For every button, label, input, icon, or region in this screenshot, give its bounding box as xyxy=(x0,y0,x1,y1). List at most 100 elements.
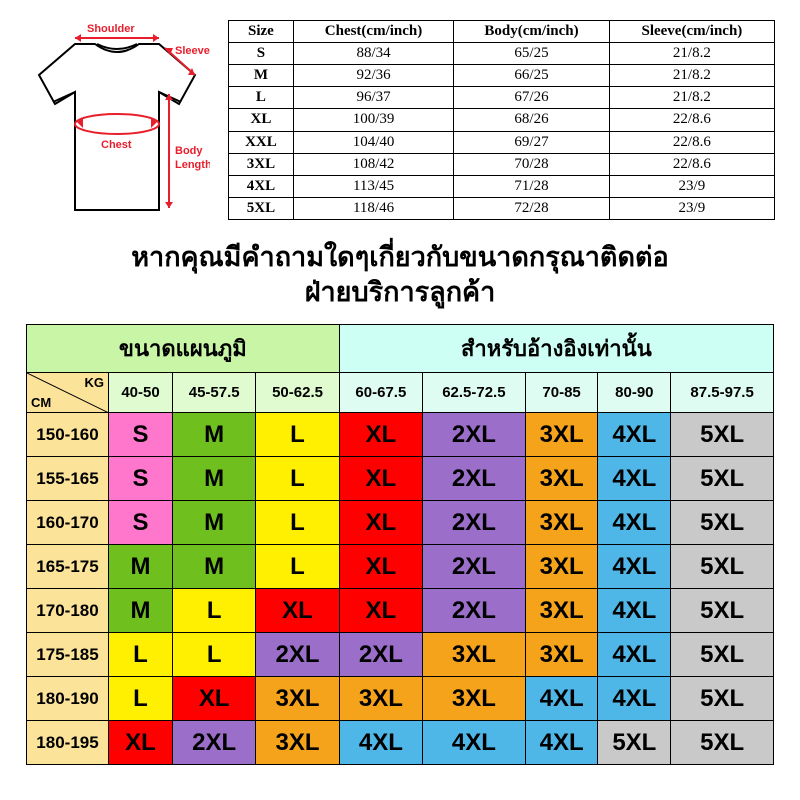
rec-cell: 2XL xyxy=(339,633,422,677)
rec-cell: 5XL xyxy=(671,721,774,765)
size-col-header: Size xyxy=(229,21,294,43)
rec-cell: XL xyxy=(109,721,173,765)
rec-cell: 5XL xyxy=(671,677,774,721)
rec-cell: S xyxy=(109,413,173,457)
rec-cell: XL xyxy=(256,589,339,633)
sleeve-label: Sleeve xyxy=(175,45,210,57)
size-cell: 118/46 xyxy=(293,197,453,219)
cm-row-header: 150-160 xyxy=(27,413,109,457)
rec-cell: 4XL xyxy=(598,633,671,677)
size-cell: 68/26 xyxy=(454,109,610,131)
rec-cell: 2XL xyxy=(423,589,526,633)
rec-cell: 5XL xyxy=(671,589,774,633)
rec-cell: L xyxy=(256,457,339,501)
kg-header: 45-57.5 xyxy=(173,373,256,413)
size-cell: 5XL xyxy=(229,197,294,219)
headline-line2: ฝ่ายบริการลูกค้า xyxy=(30,275,770,310)
rec-cell: XL xyxy=(339,589,422,633)
rec-cell: 3XL xyxy=(525,589,598,633)
size-cell: 71/28 xyxy=(454,175,610,197)
rec-cell: 3XL xyxy=(423,677,526,721)
size-cell: 23/9 xyxy=(609,175,774,197)
rec-cell: M xyxy=(173,457,256,501)
rec-cell: 2XL xyxy=(423,457,526,501)
svg-text:Length: Length xyxy=(175,159,210,171)
cm-row-header: 155-165 xyxy=(27,457,109,501)
rec-cell: 5XL xyxy=(671,501,774,545)
size-cell: 21/8.2 xyxy=(609,65,774,87)
size-cell: 88/34 xyxy=(293,43,453,65)
size-cell: 22/8.6 xyxy=(609,153,774,175)
cm-row-header: 180-190 xyxy=(27,677,109,721)
size-cell: 100/39 xyxy=(293,109,453,131)
rec-cell: 2XL xyxy=(173,721,256,765)
size-col-header: Chest(cm/inch) xyxy=(293,21,453,43)
rec-cell: L xyxy=(256,545,339,589)
kg-header: 40-50 xyxy=(109,373,173,413)
cm-row-header: 165-175 xyxy=(27,545,109,589)
size-cell: 92/36 xyxy=(293,65,453,87)
tshirt-measure-diagram: Shoulder Sleeve Chest Body Length xyxy=(25,20,210,220)
size-cell: 4XL xyxy=(229,175,294,197)
size-cell: 21/8.2 xyxy=(609,43,774,65)
rec-cell: 5XL xyxy=(671,633,774,677)
rec-cell: 4XL xyxy=(598,457,671,501)
headline-line1: หากคุณมีคำถามใดๆเกี่ยวกับขนาดกรุณาติดต่อ xyxy=(30,240,770,275)
cm-row-header: 175-185 xyxy=(27,633,109,677)
rec-cell: XL xyxy=(339,545,422,589)
size-measurement-table: SizeChest(cm/inch)Body(cm/inch)Sleeve(cm… xyxy=(228,20,775,220)
kg-header: 80-90 xyxy=(598,373,671,413)
rec-cell: 2XL xyxy=(256,633,339,677)
kg-header: 50-62.5 xyxy=(256,373,339,413)
group-header-ref: สำหรับอ้างอิงเท่านั้น xyxy=(339,325,773,373)
size-cell: 108/42 xyxy=(293,153,453,175)
size-cell: 3XL xyxy=(229,153,294,175)
cm-row-header: 170-180 xyxy=(27,589,109,633)
rec-cell: L xyxy=(173,589,256,633)
size-cell: 66/25 xyxy=(454,65,610,87)
rec-cell: 5XL xyxy=(598,721,671,765)
rec-cell: M xyxy=(173,501,256,545)
cm-kg-corner: CM KG xyxy=(27,373,109,413)
kg-header: 62.5-72.5 xyxy=(423,373,526,413)
rec-cell: 4XL xyxy=(525,677,598,721)
kg-header: 87.5-97.5 xyxy=(671,373,774,413)
rec-cell: 3XL xyxy=(525,457,598,501)
chest-label: Chest xyxy=(101,139,132,151)
size-cell: 69/27 xyxy=(454,131,610,153)
size-cell: 21/8.2 xyxy=(609,87,774,109)
size-cell: M xyxy=(229,65,294,87)
rec-cell: 4XL xyxy=(598,413,671,457)
size-cell: 67/26 xyxy=(454,87,610,109)
contact-headline: หากคุณมีคำถามใดๆเกี่ยวกับขนาดกรุณาติดต่อ… xyxy=(0,228,800,320)
group-header-chart: ขนาดแผนภูมิ xyxy=(27,325,340,373)
rec-cell: L xyxy=(173,633,256,677)
size-cell: XL xyxy=(229,109,294,131)
rec-cell: M xyxy=(173,545,256,589)
rec-cell: L xyxy=(109,633,173,677)
rec-cell: 2XL xyxy=(423,545,526,589)
rec-cell: S xyxy=(109,457,173,501)
rec-cell: 4XL xyxy=(339,721,422,765)
size-cell: S xyxy=(229,43,294,65)
size-recommendation-table: ขนาดแผนภูมิ สำหรับอ้างอิงเท่านั้น CM KG … xyxy=(26,324,774,765)
rec-cell: S xyxy=(109,501,173,545)
rec-cell: 3XL xyxy=(423,633,526,677)
rec-cell: L xyxy=(256,413,339,457)
size-cell: 22/8.6 xyxy=(609,131,774,153)
rec-cell: M xyxy=(109,589,173,633)
rec-cell: 2XL xyxy=(423,501,526,545)
rec-cell: XL xyxy=(173,677,256,721)
size-cell: 23/9 xyxy=(609,197,774,219)
rec-cell: 2XL xyxy=(423,413,526,457)
size-cell: 96/37 xyxy=(293,87,453,109)
size-cell: 65/25 xyxy=(454,43,610,65)
kg-label: KG xyxy=(85,375,105,390)
size-cell: 22/8.6 xyxy=(609,109,774,131)
rec-cell: 4XL xyxy=(598,501,671,545)
rec-cell: 3XL xyxy=(339,677,422,721)
rec-cell: 4XL xyxy=(423,721,526,765)
rec-cell: 3XL xyxy=(256,721,339,765)
kg-header: 70-85 xyxy=(525,373,598,413)
rec-cell: 3XL xyxy=(525,413,598,457)
